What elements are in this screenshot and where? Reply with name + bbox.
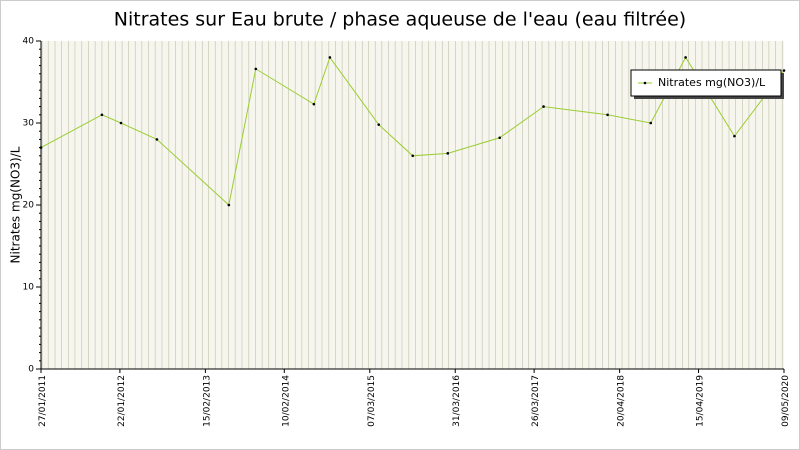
data-point xyxy=(684,56,687,59)
data-point xyxy=(498,136,502,140)
x-tick-label: 31/03/2016 xyxy=(452,375,462,427)
data-point xyxy=(119,121,123,125)
data-point xyxy=(227,203,231,207)
data-point xyxy=(733,134,736,138)
data-point xyxy=(782,69,786,72)
y-axis-label: Nitrates mg(NO3)/L xyxy=(9,146,23,263)
y-tick-label: 10 xyxy=(23,283,35,293)
x-tick-label: 20/04/2018 xyxy=(617,375,627,427)
y-tick-label: 30 xyxy=(23,119,35,129)
data-point xyxy=(446,152,450,155)
data-point xyxy=(328,56,332,59)
chart-title: Nitrates sur Eau brute / phase aqueuse d… xyxy=(114,9,686,31)
data-point xyxy=(254,67,258,71)
x-tick-label: 10/02/2014 xyxy=(281,375,291,427)
x-tick-label: 09/05/2020 xyxy=(781,375,791,427)
data-point xyxy=(606,113,609,117)
data-point xyxy=(377,123,381,126)
x-tick-label: 15/04/2019 xyxy=(696,375,706,427)
legend-box xyxy=(630,69,782,97)
data-point xyxy=(411,154,415,158)
data-point xyxy=(155,138,159,141)
data-point xyxy=(100,113,104,117)
grid xyxy=(41,41,783,369)
x-tick-label: 27/01/2011 xyxy=(38,375,48,427)
y-tick-label: 20 xyxy=(23,201,35,211)
legend-label: Nitrates mg(NO3)/L xyxy=(658,76,766,89)
x-tick-label: 07/03/2015 xyxy=(367,375,377,427)
legend-marker xyxy=(643,81,647,85)
marks xyxy=(39,56,786,207)
y-tick-label: 0 xyxy=(28,365,34,375)
x-tick-label: 26/03/2017 xyxy=(531,375,541,427)
data-point xyxy=(542,105,545,108)
data-line xyxy=(40,56,785,206)
x-tick-label: 15/02/2013 xyxy=(202,375,212,427)
data-point xyxy=(649,121,653,125)
data-point xyxy=(312,102,316,106)
y-tick-label: 40 xyxy=(23,37,35,47)
x-tick-label: 22/01/2012 xyxy=(117,375,127,427)
